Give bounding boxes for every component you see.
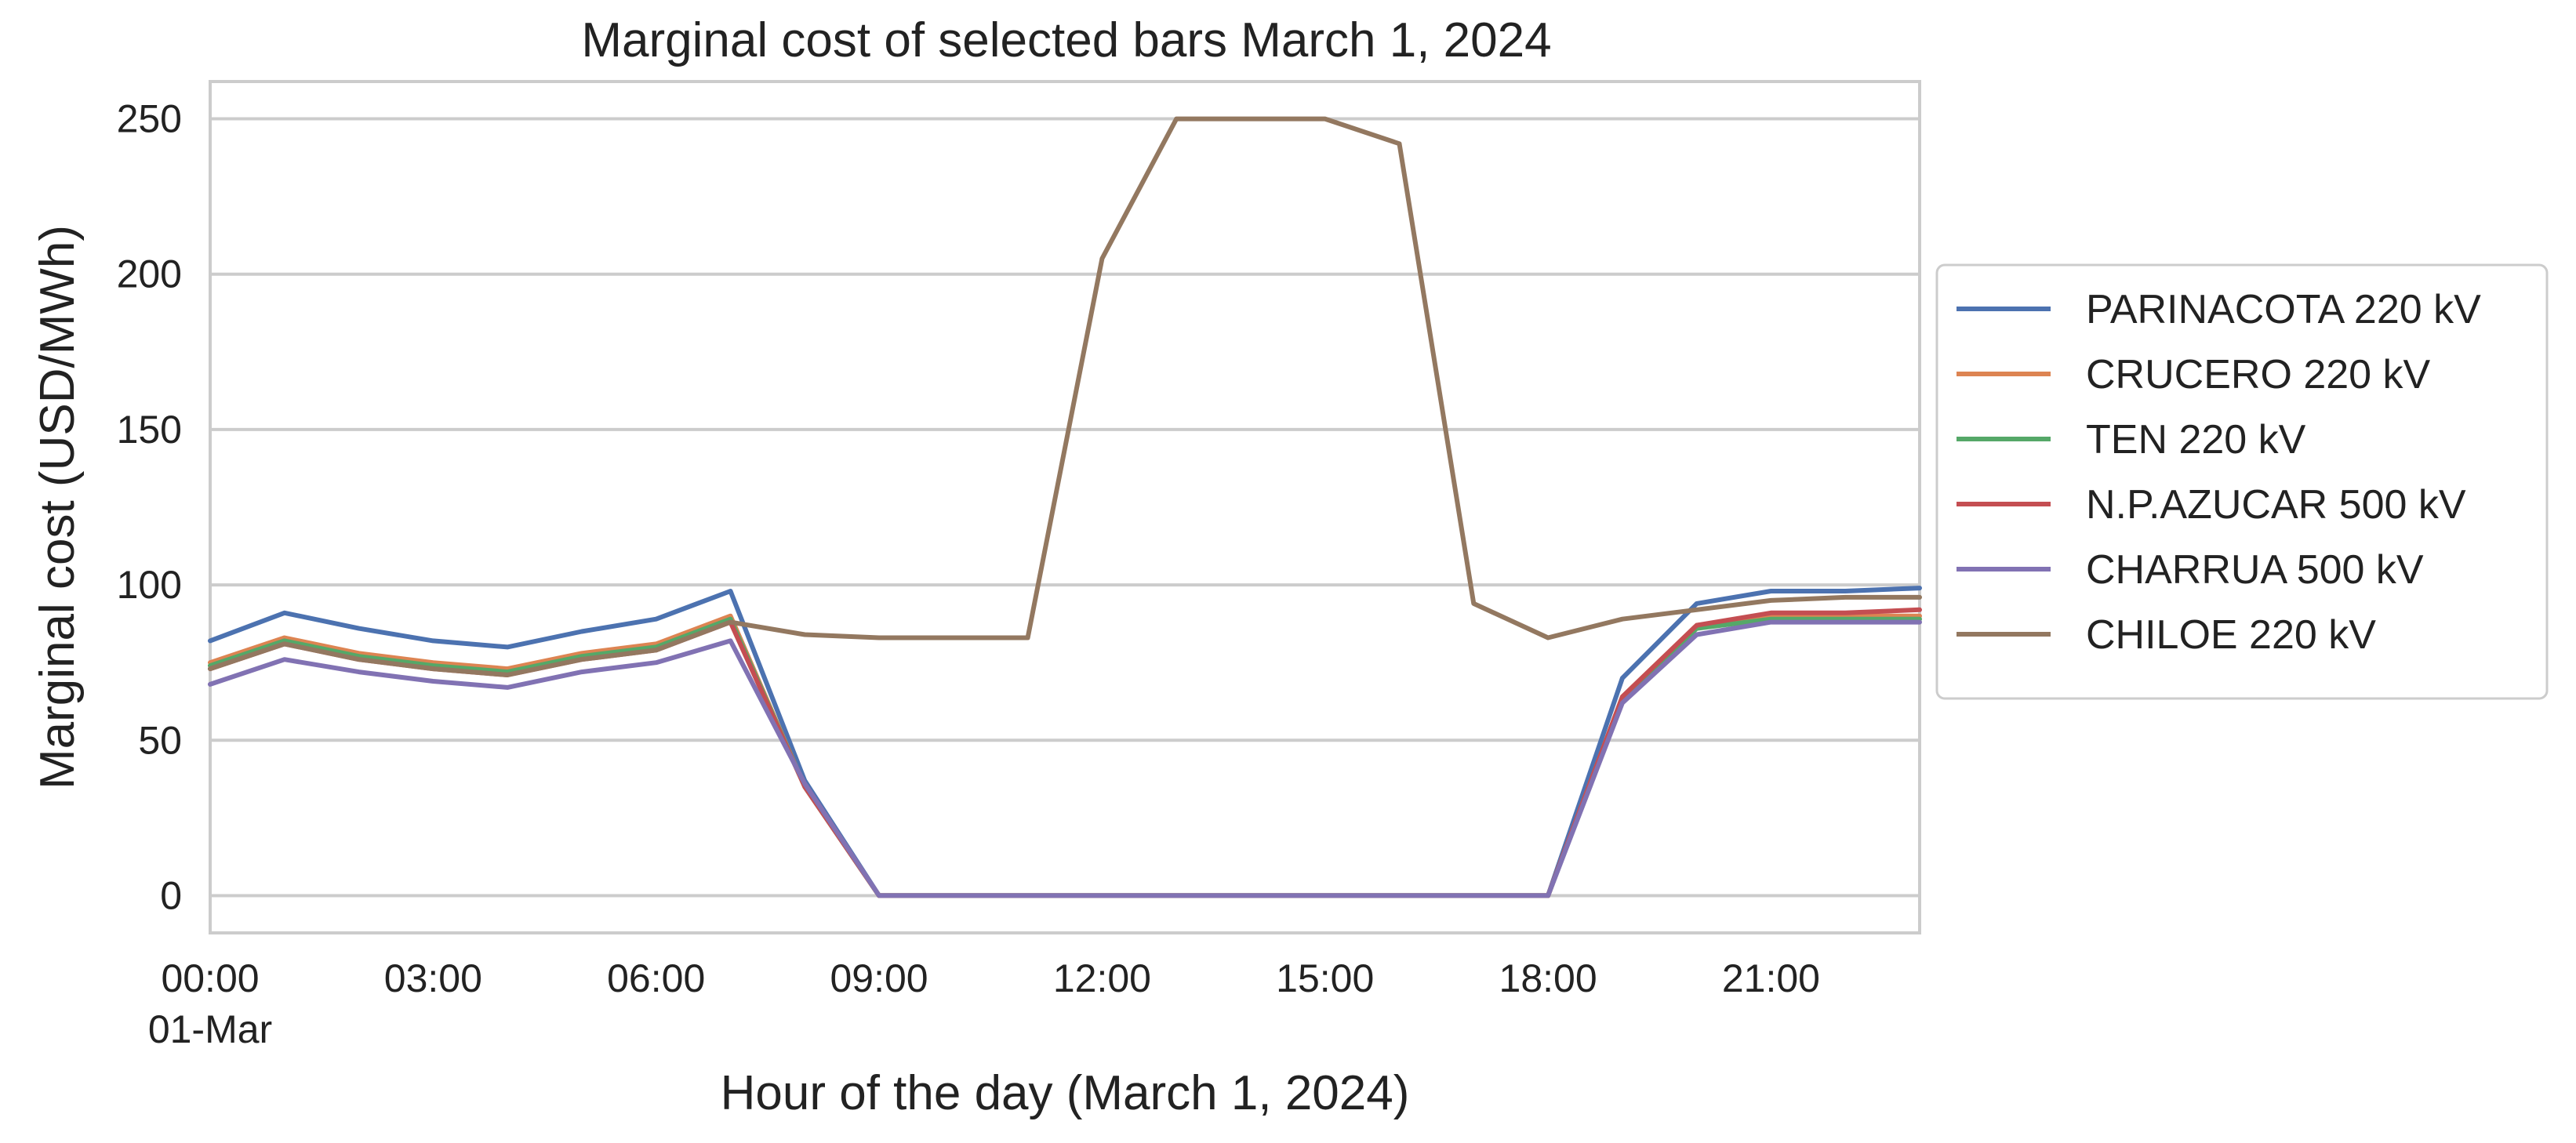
legend-label-4: N.P.AZUCAR 500 kV	[2086, 482, 2466, 528]
grid-layer	[210, 117, 1920, 898]
plot-frame	[209, 80, 1921, 934]
legend-label-3: TEN 220 kV	[2086, 417, 2306, 463]
legend: PARINACOTA 220 kV CRUCERO 220 kV TEN 220 k…	[1935, 263, 2549, 700]
legend-label-1: PARINACOTA 220 kV	[2086, 287, 2481, 332]
chart-title: Marginal cost of selected bars March 1, …	[581, 13, 1551, 67]
x-tick-sublabel: 01-Mar	[148, 1007, 272, 1051]
y-tick-label-200: 200	[117, 252, 182, 296]
y-tick-label-250: 250	[117, 97, 182, 141]
x-tick-label-0000: 00:00	[161, 956, 259, 1000]
x-tick-label-1800: 18:00	[1499, 956, 1597, 1000]
series-layer	[208, 116, 1922, 898]
x-tick-label-0300: 03:00	[384, 956, 482, 1000]
x-tick-label-0900: 09:00	[830, 956, 928, 1000]
x-tick-label-1200: 12:00	[1053, 956, 1151, 1000]
y-axis-ticks: 0 50 100 150 200 250	[117, 97, 182, 918]
legend-frame	[1935, 263, 2549, 700]
legend-label-2: CRUCERO 220 kV	[2086, 352, 2431, 397]
y-axis-label: Marginal cost (USD/MWh)	[31, 225, 85, 789]
series-line-6	[208, 116, 1922, 677]
legend-label-5: CHARRUA 500 kV	[2086, 547, 2424, 593]
y-tick-label-100: 100	[117, 563, 182, 607]
y-tick-label-150: 150	[117, 408, 182, 452]
x-tick-label-2100: 21:00	[1722, 956, 1820, 1000]
legend-label-6: CHILOE 220 kV	[2086, 612, 2376, 658]
y-tick-label-0: 0	[160, 873, 182, 917]
x-axis-ticks: 00:00 01-Mar 03:00 06:00 09:00 12:00 15:00 18:0…	[148, 956, 1820, 1051]
x-tick-label-1500: 15:00	[1276, 956, 1374, 1000]
x-tick-label-0600: 06:00	[607, 956, 705, 1000]
x-axis-label: Hour of the day (March 1, 2024)	[721, 1066, 1410, 1120]
y-tick-label-50: 50	[138, 718, 182, 762]
series-line-5	[208, 619, 1922, 898]
